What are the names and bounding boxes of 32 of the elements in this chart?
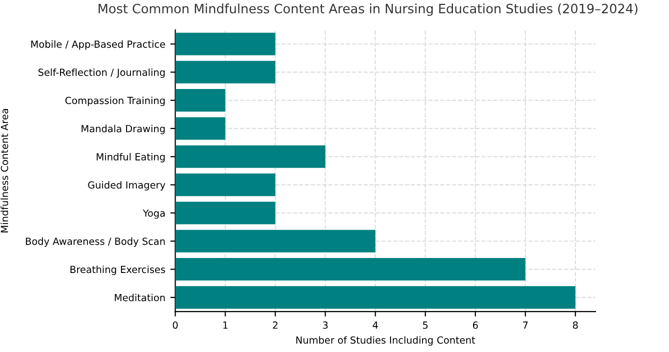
y-tick-label: Body Awareness / Body Scan — [26, 237, 165, 247]
bar — [175, 174, 276, 196]
x-tick-label: 5 — [423, 322, 428, 329]
x-tick-label: 6 — [472, 321, 478, 329]
bar — [175, 202, 276, 224]
x-tick-label: 7 — [523, 322, 528, 329]
y-axis-title: Mindfulness Content Area — [0, 109, 8, 232]
y-tick-label: Breathing Exercises — [70, 266, 166, 275]
bar — [175, 145, 326, 168]
y-tick-label: Meditation — [114, 294, 165, 302]
x-axis-title: Number of Studies Including Content — [296, 336, 476, 346]
x-tick-label: 8 — [572, 321, 578, 329]
y-tick-label: Mindful Eating — [96, 152, 165, 162]
x-tick-label: 0 — [172, 321, 178, 329]
y-tick-label: Self-Reflection / Journaling — [38, 68, 165, 78]
bar — [175, 117, 226, 140]
bar — [175, 60, 276, 84]
y-tick-label: Guided Imagery — [88, 181, 166, 191]
x-tick-label: 4 — [372, 322, 378, 329]
y-tick-label: Yoga — [142, 210, 165, 219]
y-tick-label: Compassion Training — [65, 96, 165, 106]
bar — [175, 89, 226, 112]
bar — [175, 32, 276, 56]
y-tick-label: Mandala Drawing — [82, 124, 165, 134]
x-tick-label: 3 — [322, 321, 328, 329]
bar — [175, 258, 526, 281]
x-tick-label: 2 — [272, 321, 278, 329]
chart-title: Most Common Mindfulness Content Areas in Nursing Education Studies (2019–2024) — [98, 4, 638, 16]
y-tick-label: Mobile / App-Based Practice — [31, 40, 166, 50]
x-tick-label: 1 — [223, 322, 228, 329]
bar — [175, 286, 576, 309]
bar — [175, 230, 376, 252]
